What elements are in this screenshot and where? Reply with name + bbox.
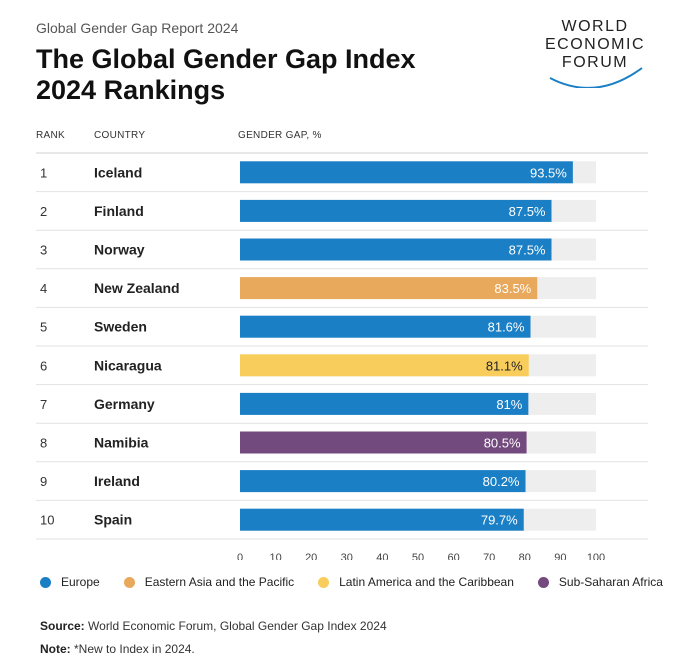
legend-label-latin-america: Latin America and the Caribbean [339, 575, 514, 589]
rank-label: 4 [40, 281, 47, 296]
rank-label: 6 [40, 358, 47, 373]
bar [240, 508, 524, 531]
country-label: Nicaragua [94, 357, 162, 373]
rank-label: 7 [40, 397, 47, 412]
note-label: Note: [40, 642, 71, 656]
source-text: World Economic Forum, Global Gender Gap … [88, 619, 387, 633]
footnote: Note: *New to Index in 2024. [40, 642, 195, 656]
legend-item-eastern-asia: Eastern Asia and the Pacific [123, 575, 295, 589]
legend-dot-latin-america [318, 576, 330, 588]
country-label: Ireland [94, 473, 140, 489]
rank-column-header: RANK [36, 130, 65, 141]
bar [240, 315, 531, 338]
legend: Europe Eastern Asia and the Pacific Lati… [40, 575, 663, 589]
x-tick-label: 20 [305, 552, 317, 560]
legend-label-eastern-asia: Eastern Asia and the Pacific [144, 575, 295, 589]
country-label: New Zealand [94, 280, 180, 296]
bar [240, 238, 552, 261]
x-tick-label: 50 [412, 552, 424, 560]
note-text: *New to Index in 2024. [74, 642, 195, 656]
rank-label: 9 [40, 474, 47, 489]
logo-line-1: WORLD [561, 18, 629, 35]
x-tick-label: 60 [447, 552, 459, 560]
bar-value-label: 80.2% [483, 474, 520, 489]
country-label: Norway [94, 242, 145, 258]
x-tick-label: 100 [587, 552, 605, 560]
report-subtitle: Global Gender Gap Report 2024 [36, 20, 239, 36]
legend-dot-europe [40, 576, 51, 588]
gap-column-header: GENDER GAP, % [238, 130, 322, 141]
country-label: Sweden [94, 319, 147, 335]
bar [240, 161, 573, 184]
x-tick-label: 70 [483, 552, 495, 560]
country-label: Namibia [94, 435, 149, 451]
bar-value-label: 83.5% [494, 281, 531, 296]
legend-item-europe: Europe [40, 575, 100, 589]
bar-value-label: 80.5% [484, 436, 521, 451]
x-tick-label: 10 [269, 552, 281, 560]
bar-value-label: 79.7% [481, 513, 518, 528]
rank-label: 8 [40, 436, 47, 451]
bar-value-label: 93.5% [530, 165, 567, 180]
bar-value-label: 81% [496, 397, 522, 412]
logo-arc-icon [549, 67, 643, 88]
rank-label: 1 [40, 165, 47, 180]
legend-item-latin-america: Latin America and the Caribbean [318, 575, 514, 589]
wef-logo: WORLD ECONOMIC FORUM [536, 18, 654, 72]
country-label: Germany [94, 396, 155, 412]
bar-value-label: 81.1% [486, 358, 523, 373]
legend-label-europe: Europe [61, 575, 100, 589]
rankings-chart: 1 Iceland 93.5% 2 Finland 87.5% 3 Norway 87.5% 4 N… [36, 152, 648, 560]
country-label: Finland [94, 203, 144, 219]
legend-label-sub-saharan: Sub-Saharan Africa [558, 575, 663, 589]
x-tick-label: 90 [554, 552, 566, 560]
rank-label: 10 [40, 513, 54, 528]
bar [240, 199, 552, 222]
bar [240, 470, 526, 493]
legend-dot-eastern-asia [123, 576, 135, 588]
country-label: Spain [94, 512, 132, 528]
rank-label: 5 [40, 320, 47, 335]
logo-line-2: ECONOMIC [545, 36, 645, 53]
bar-value-label: 81.6% [488, 320, 525, 335]
bar [240, 277, 538, 300]
rank-label: 2 [40, 204, 47, 219]
x-tick-label: 0 [237, 552, 243, 560]
rank-label: 3 [40, 243, 47, 258]
bar-value-label: 87.5% [509, 243, 546, 258]
source-note: Source: World Economic Forum, Global Gen… [40, 619, 387, 633]
bar [240, 392, 529, 415]
x-tick-label: 80 [519, 552, 531, 560]
legend-item-sub-saharan: Sub-Saharan Africa [537, 575, 663, 589]
bar [240, 431, 527, 454]
logo-line-3: FORUM [561, 54, 629, 71]
country-label: Iceland [94, 164, 142, 180]
chart-title: The Global Gender Gap Index 2024 Ranking… [36, 44, 416, 105]
source-label: Source: [40, 619, 85, 633]
x-tick-label: 30 [341, 552, 353, 560]
bar-value-label: 87.5% [509, 204, 546, 219]
x-tick-label: 40 [376, 552, 388, 560]
country-column-header: COUNTRY [94, 130, 146, 141]
bar [240, 354, 529, 377]
legend-dot-sub-saharan [537, 576, 549, 588]
